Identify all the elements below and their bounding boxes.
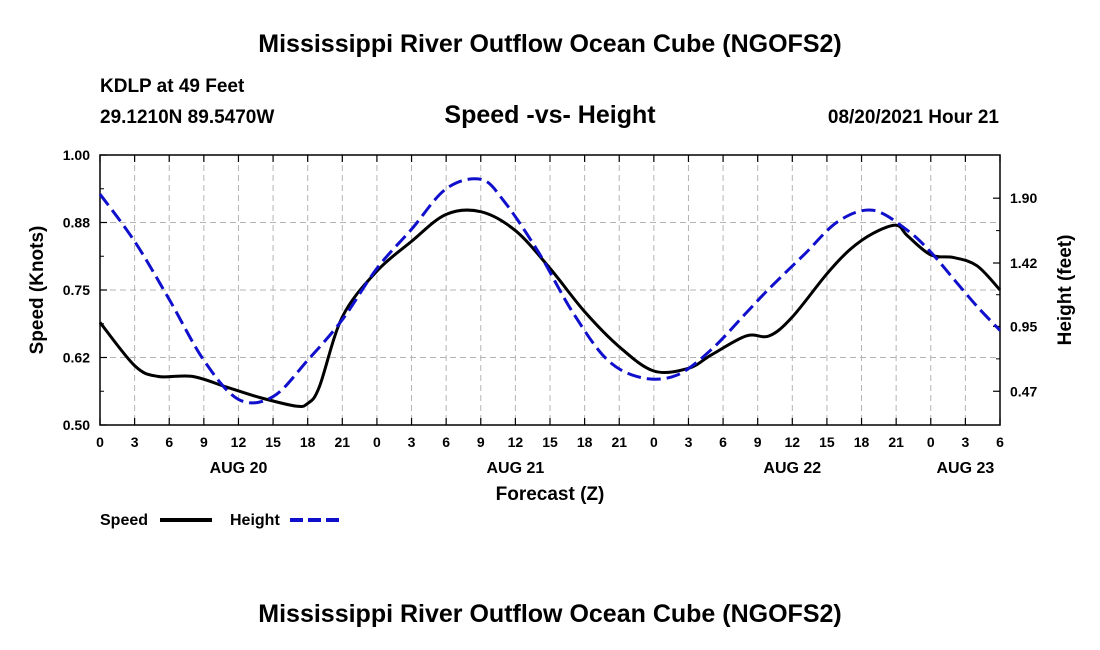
y-right-tick-label: 1.90 xyxy=(1010,190,1037,206)
forecast-datetime: 08/20/2021 Hour 21 xyxy=(827,107,999,128)
legend-speed-label: Speed xyxy=(100,512,148,529)
legend: Speed Height xyxy=(100,512,342,529)
y-right-label: Height (feet) xyxy=(1055,235,1076,346)
x-tick-label: 12 xyxy=(785,434,801,450)
y-right-tick-label: 1.42 xyxy=(1010,255,1037,271)
x-tick-label: 3 xyxy=(685,434,693,450)
y-left-tick-label: 0.88 xyxy=(63,215,90,231)
date-label: AUG 21 xyxy=(486,460,544,477)
x-tick-label: 0 xyxy=(96,434,104,450)
grid-layer xyxy=(100,155,1000,425)
x-tick-label: 6 xyxy=(442,434,450,450)
y-right-tick-label: 0.95 xyxy=(1010,318,1037,334)
date-label: AUG 20 xyxy=(210,460,268,477)
x-tick-label: 21 xyxy=(611,434,627,450)
station-label: KDLP at 49 Feet xyxy=(100,76,245,97)
chart-subtitle: Speed -vs- Height xyxy=(444,101,656,129)
tick-layer: 0 3 6 9 12 15 18 21 0 3 6 9 12 15 18 21 0 3 6 9 12 15 18 21 0 3 6A… xyxy=(63,147,1038,477)
legend-height-label: Height xyxy=(230,512,280,529)
x-tick-label: 21 xyxy=(888,434,904,450)
x-tick-label: 18 xyxy=(300,434,316,450)
x-tick-label: 12 xyxy=(231,434,247,450)
y-left-tick-label: 0.75 xyxy=(63,282,90,298)
x-tick-label: 18 xyxy=(854,434,870,450)
x-tick-label: 15 xyxy=(542,434,558,450)
y-left-tick-label: 0.62 xyxy=(63,350,90,366)
x-tick-label: 12 xyxy=(508,434,524,450)
date-label: AUG 22 xyxy=(763,460,821,477)
series-height-line xyxy=(98,177,1002,405)
y-left-tick-label: 1.00 xyxy=(63,147,90,163)
x-tick-label: 0 xyxy=(650,434,658,450)
date-label: AUG 23 xyxy=(936,460,994,477)
x-axis-label: Forecast (Z) xyxy=(496,484,605,505)
y-right-tick-label: 0.47 xyxy=(1010,383,1037,399)
station-coords: 29.1210N 89.5470W xyxy=(100,107,275,128)
y-left-tick-label: 0.50 xyxy=(63,417,90,433)
x-tick-label: 21 xyxy=(335,434,351,450)
series-layer xyxy=(98,177,1002,408)
x-tick-label: 6 xyxy=(719,434,727,450)
x-tick-label: 0 xyxy=(373,434,381,450)
x-tick-label: 18 xyxy=(577,434,593,450)
x-tick-label: 0 xyxy=(927,434,935,450)
x-tick-label: 15 xyxy=(819,434,835,450)
x-tick-label: 3 xyxy=(408,434,416,450)
x-tick-label: 3 xyxy=(131,434,139,450)
x-tick-label: 6 xyxy=(165,434,173,450)
x-tick-label: 9 xyxy=(754,434,762,450)
x-tick-label: 6 xyxy=(996,434,1004,450)
x-tick-label: 9 xyxy=(200,434,208,450)
x-tick-label: 15 xyxy=(265,434,281,450)
footer-title: Mississippi River Outflow Ocean Cube (NG… xyxy=(258,600,842,628)
x-tick-label: 9 xyxy=(477,434,485,450)
y-left-label: Speed (Knots) xyxy=(27,226,48,355)
series-speed-line xyxy=(98,208,1002,408)
x-tick-label: 3 xyxy=(961,434,969,450)
chart-title: Mississippi River Outflow Ocean Cube (NG… xyxy=(258,30,842,58)
